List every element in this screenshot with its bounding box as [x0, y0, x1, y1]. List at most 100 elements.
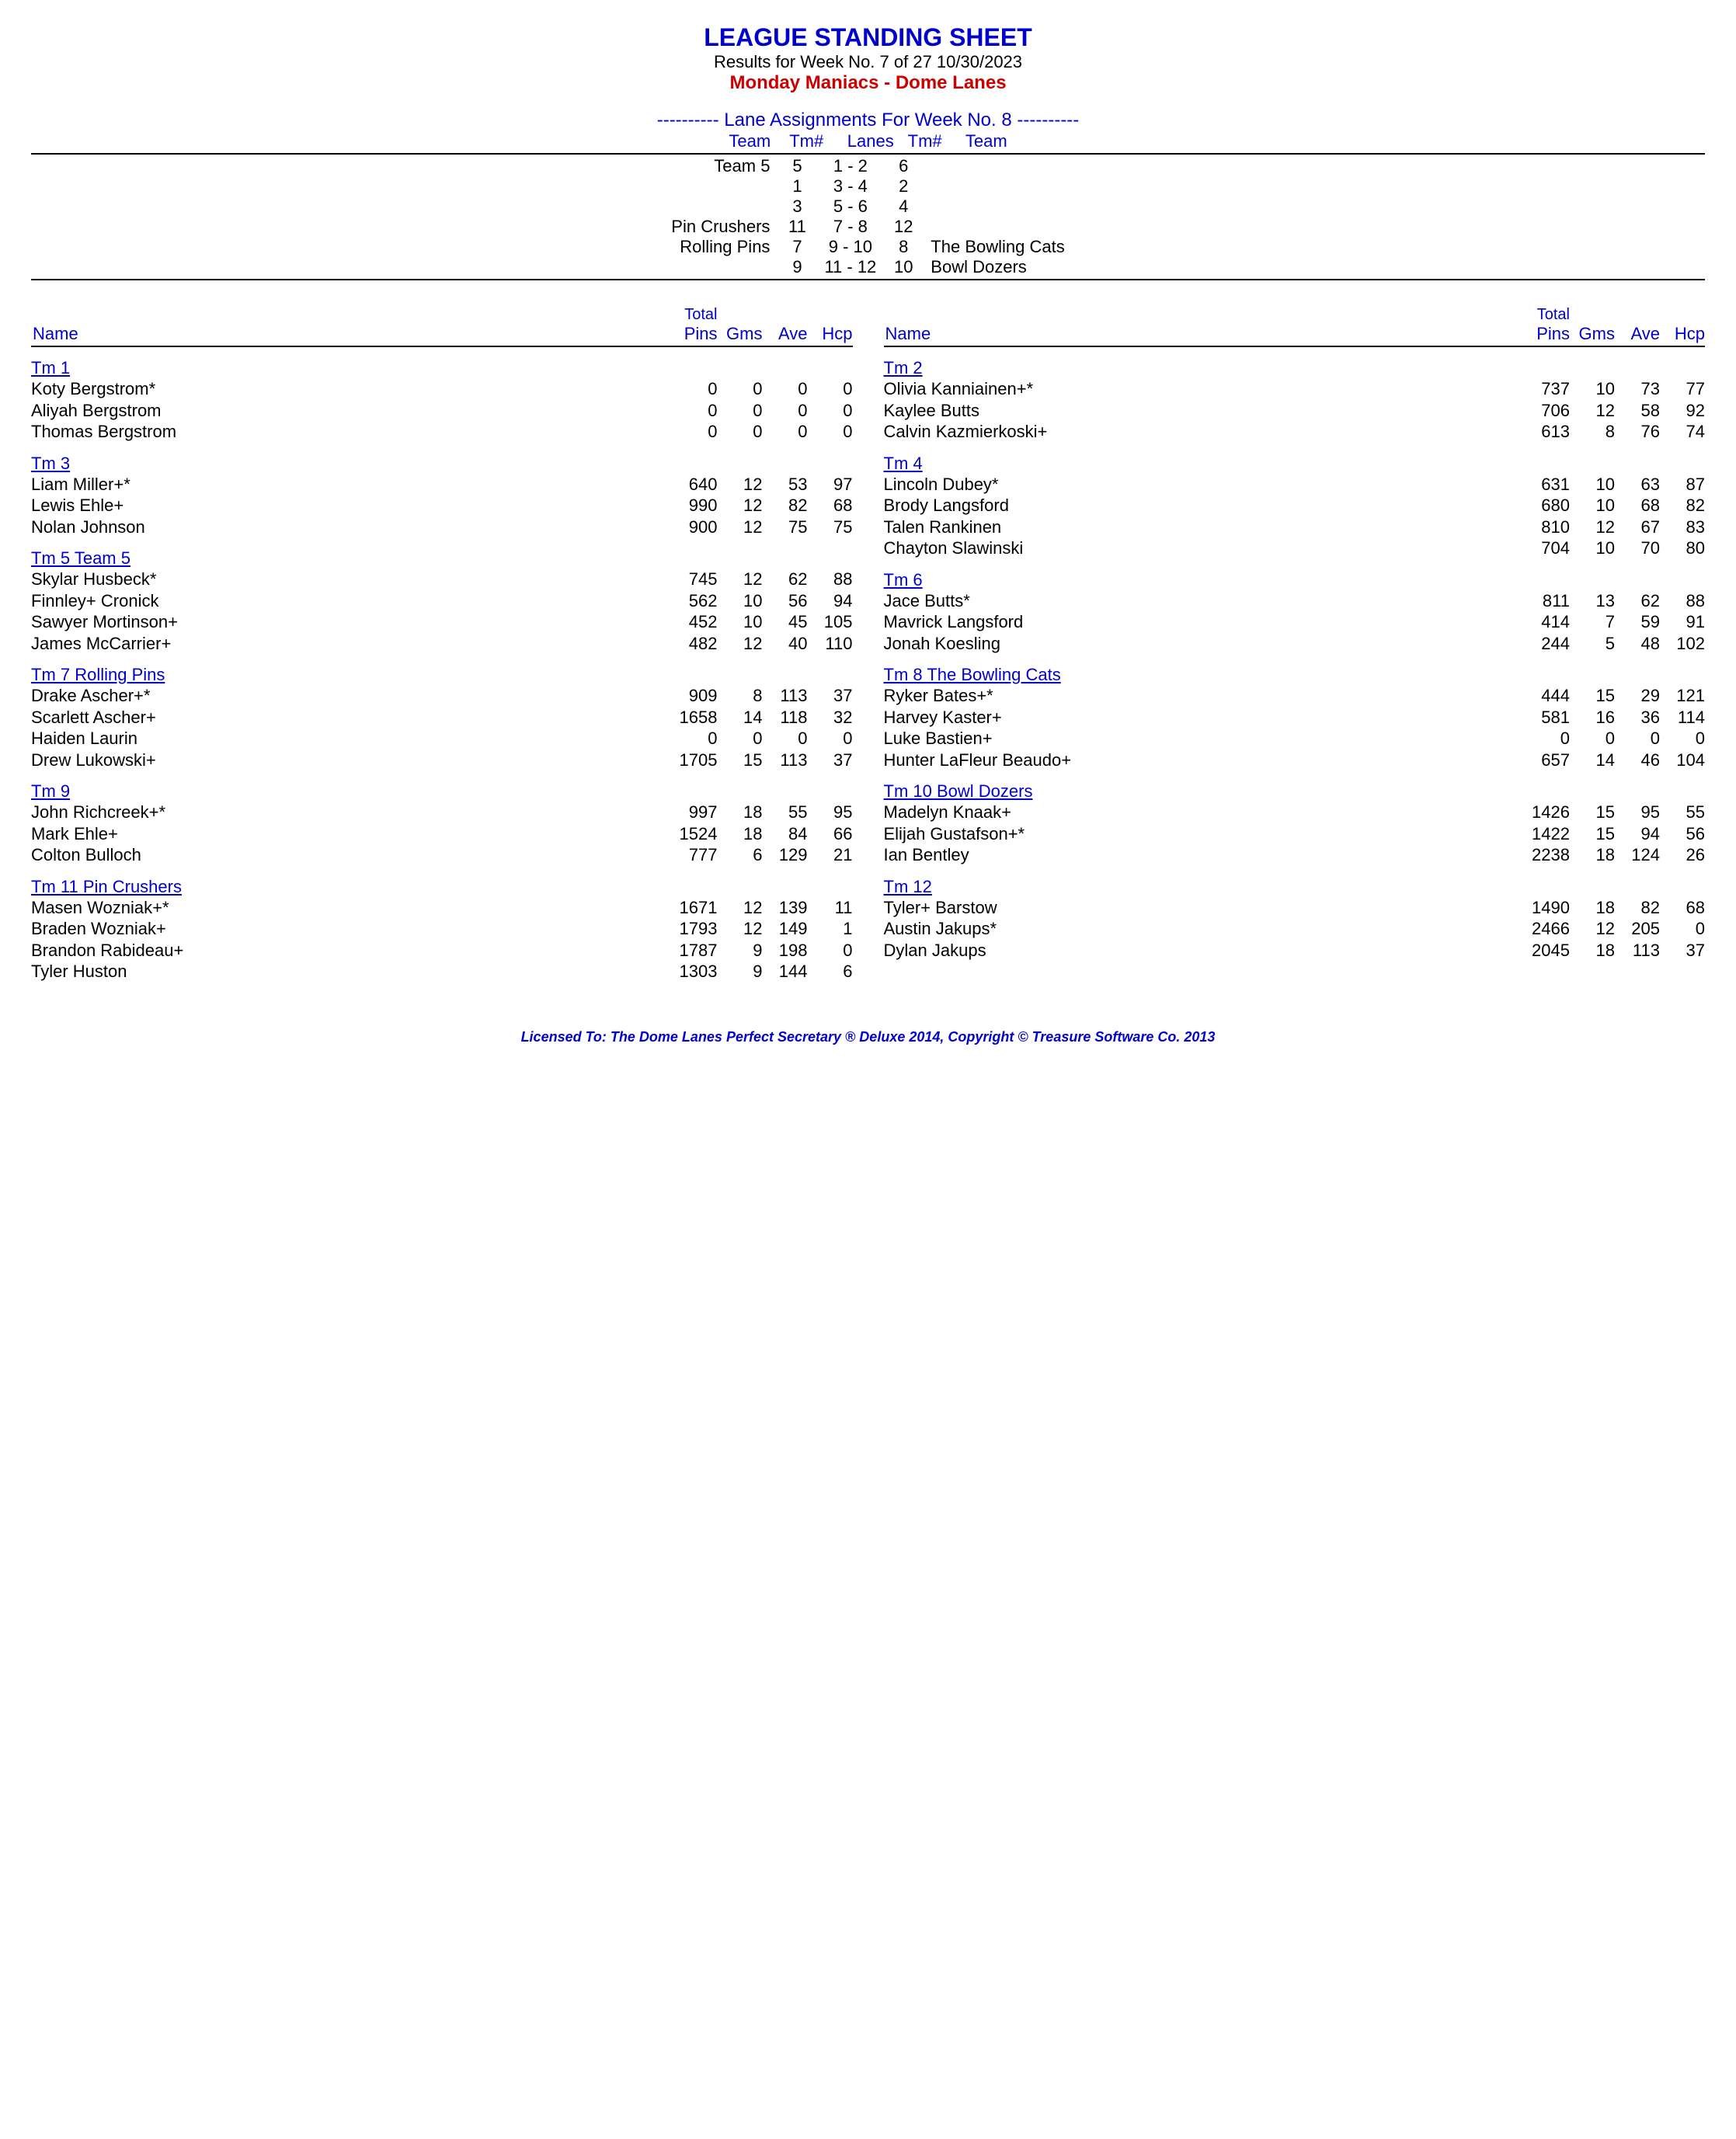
player-name: Lewis Ehle+	[31, 495, 673, 516]
player-pins: 414	[1525, 611, 1570, 633]
team-block: Tm 5 Team 5Skylar Husbeck*745126288Finnl…	[31, 548, 853, 654]
player-pins: 640	[673, 474, 718, 496]
player-gms: 12	[718, 516, 763, 538]
player-ave: 0	[1615, 728, 1660, 750]
player-ave: 198	[763, 940, 808, 962]
player-row: Madelyn Knaak+1426159555	[884, 802, 1706, 823]
team-name: Tm 7 Rolling Pins	[31, 665, 853, 685]
player-gms: 15	[1570, 823, 1615, 845]
player-name: Finnley+ Cronick	[31, 590, 673, 612]
player-pins: 1671	[673, 897, 718, 919]
player-gms: 16	[1570, 707, 1615, 729]
player-ave: 75	[763, 516, 808, 538]
page-title: LEAGUE STANDING SHEET	[31, 23, 1705, 52]
player-hcp: 110	[808, 633, 853, 655]
lane-tm-left: 1	[778, 176, 816, 197]
player-hcp: 105	[808, 611, 853, 633]
player-gms: 12	[718, 495, 763, 516]
pins-header: Pins	[673, 324, 718, 344]
lane-team-right: The Bowling Cats	[923, 237, 1072, 257]
player-hcp: 80	[1660, 537, 1705, 559]
player-row: Harvey Kaster+5811636114	[884, 707, 1706, 729]
player-hcp: 32	[808, 707, 853, 729]
player-gms: 8	[718, 685, 763, 707]
player-ave: 129	[763, 844, 808, 866]
lane-row: Rolling Pins79 - 108The Bowling Cats	[663, 237, 1072, 257]
team-name: Tm 8 The Bowling Cats	[884, 665, 1706, 685]
player-name: Liam Miller+*	[31, 474, 673, 496]
player-gms: 12	[718, 633, 763, 655]
lane-team-right	[923, 156, 1072, 176]
player-name: Brandon Rabideau+	[31, 940, 673, 962]
player-pins: 997	[673, 802, 718, 823]
player-gms: 18	[718, 823, 763, 845]
lane-team-right	[923, 197, 1072, 217]
player-name: Luke Bastien+	[884, 728, 1526, 750]
player-name: Lincoln Dubey*	[884, 474, 1526, 496]
player-ave: 82	[1615, 897, 1660, 919]
player-ave: 113	[1615, 940, 1660, 962]
player-name: Jace Butts*	[884, 590, 1526, 612]
team-block: Tm 9John Richcreek+*997185595Mark Ehle+1…	[31, 781, 853, 866]
player-gms: 12	[718, 569, 763, 590]
player-row: Sawyer Mortinson+4521045105	[31, 611, 853, 633]
player-hcp: 97	[808, 474, 853, 496]
player-hcp: 37	[1660, 940, 1705, 962]
player-pins: 1524	[673, 823, 718, 845]
lane-row: 35 - 64	[663, 197, 1072, 217]
player-gms: 7	[1570, 611, 1615, 633]
player-pins: 1705	[673, 750, 718, 771]
lane-pair: 5 - 6	[816, 197, 884, 217]
player-gms: 0	[718, 728, 763, 750]
player-pins: 1303	[673, 961, 718, 983]
player-pins: 1787	[673, 940, 718, 962]
player-hcp: 68	[1660, 897, 1705, 919]
player-name: Jonah Koesling	[884, 633, 1526, 655]
lane-table: Team 551 - 2613 - 4235 - 64Pin Crushers1…	[663, 156, 1072, 277]
lane-pair: 9 - 10	[816, 237, 884, 257]
player-row: Braden Wozniak+1793121491	[31, 918, 853, 940]
player-row: James McCarrier+4821240110	[31, 633, 853, 655]
player-hcp: 37	[808, 685, 853, 707]
player-hcp: 95	[808, 802, 853, 823]
team-name: Tm 10 Bowl Dozers	[884, 781, 1706, 802]
player-ave: 149	[763, 918, 808, 940]
player-gms: 5	[1570, 633, 1615, 655]
player-name: Nolan Johnson	[31, 516, 673, 538]
player-ave: 113	[763, 685, 808, 707]
lane-tm-right: 2	[884, 176, 923, 197]
name-header: Name	[884, 324, 1526, 344]
player-gms: 9	[718, 940, 763, 962]
player-hcp: 0	[808, 940, 853, 962]
player-hcp: 0	[1660, 918, 1705, 940]
lane-team-left	[663, 197, 778, 217]
header: LEAGUE STANDING SHEET Results for Week N…	[31, 23, 1705, 94]
team-name: Tm 1	[31, 358, 853, 378]
player-pins: 0	[673, 421, 718, 443]
team-block: Tm 12Tyler+ Barstow1490188268Austin Jaku…	[884, 877, 1706, 962]
player-name: Dylan Jakups	[884, 940, 1526, 962]
lane-tm-right: 6	[884, 156, 923, 176]
player-gms: 6	[718, 844, 763, 866]
player-pins: 811	[1525, 590, 1570, 612]
player-ave: 139	[763, 897, 808, 919]
player-hcp: 104	[1660, 750, 1705, 771]
player-hcp: 83	[1660, 516, 1705, 538]
player-ave: 45	[763, 611, 808, 633]
player-gms: 12	[718, 918, 763, 940]
player-row: Olivia Kanniainen+*737107377	[884, 378, 1706, 400]
player-row: Masen Wozniak+*16711213911	[31, 897, 853, 919]
player-name: Ryker Bates+*	[884, 685, 1526, 707]
player-name: Masen Wozniak+*	[31, 897, 673, 919]
player-ave: 0	[763, 400, 808, 422]
player-ave: 40	[763, 633, 808, 655]
player-row: Colton Bulloch777612921	[31, 844, 853, 866]
player-ave: 62	[763, 569, 808, 590]
team-name: Tm 11 Pin Crushers	[31, 877, 853, 897]
player-row: Luke Bastien+0000	[884, 728, 1706, 750]
team-block: Tm 11 Pin CrushersMasen Wozniak+*1671121…	[31, 877, 853, 983]
lane-tm-right: 8	[884, 237, 923, 257]
player-gms: 10	[1570, 495, 1615, 516]
player-pins: 680	[1525, 495, 1570, 516]
player-ave: 58	[1615, 400, 1660, 422]
